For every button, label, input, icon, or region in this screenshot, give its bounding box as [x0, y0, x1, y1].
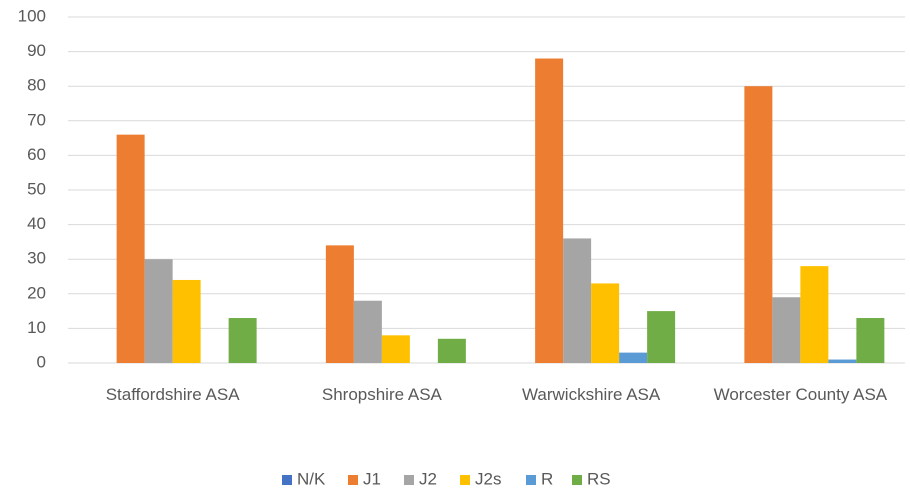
y-tick-label: 10 [27, 318, 46, 337]
y-tick-label: 60 [27, 145, 46, 164]
bar [563, 238, 592, 363]
legend-label: J2 [419, 469, 437, 488]
bar [647, 311, 676, 363]
y-tick-label: 40 [27, 214, 46, 233]
legend-label: J1 [363, 469, 381, 488]
bar [381, 335, 410, 363]
bar [772, 297, 801, 363]
bar [619, 352, 648, 363]
bar [172, 279, 201, 363]
bar [744, 86, 773, 363]
y-tick-label: 70 [27, 110, 46, 129]
x-tick-label: Shropshire ASA [321, 385, 442, 404]
bar [144, 259, 173, 363]
bar [591, 283, 620, 363]
y-tick-label: 20 [27, 283, 46, 302]
legend-label: RS [587, 469, 611, 488]
y-tick-label: 90 [27, 41, 46, 60]
legend-swatch [282, 475, 292, 485]
bar [437, 338, 466, 363]
bar [116, 134, 145, 363]
legend-label: N/K [297, 469, 326, 488]
legend-swatch [404, 475, 414, 485]
bar [353, 300, 382, 363]
y-tick-label: 100 [18, 6, 46, 25]
legend-label: R [541, 469, 553, 488]
bar [856, 318, 885, 363]
legend-swatch [526, 475, 536, 485]
x-tick-label: Worcester County ASA [713, 385, 888, 404]
y-tick-label: 30 [27, 249, 46, 268]
bar [535, 58, 564, 364]
bar [800, 266, 829, 363]
bar [228, 318, 257, 363]
legend-swatch [460, 475, 470, 485]
legend-label: J2s [475, 469, 501, 488]
legend-swatch [572, 475, 582, 485]
y-tick-label: 0 [37, 352, 46, 371]
bar [828, 359, 857, 363]
bar [325, 245, 354, 363]
legend-swatch [348, 475, 358, 485]
y-tick-label: 50 [27, 179, 46, 198]
y-tick-label: 80 [27, 76, 46, 95]
x-tick-label: Warwickshire ASA [522, 385, 661, 404]
x-tick-label: Staffordshire ASA [105, 385, 240, 404]
